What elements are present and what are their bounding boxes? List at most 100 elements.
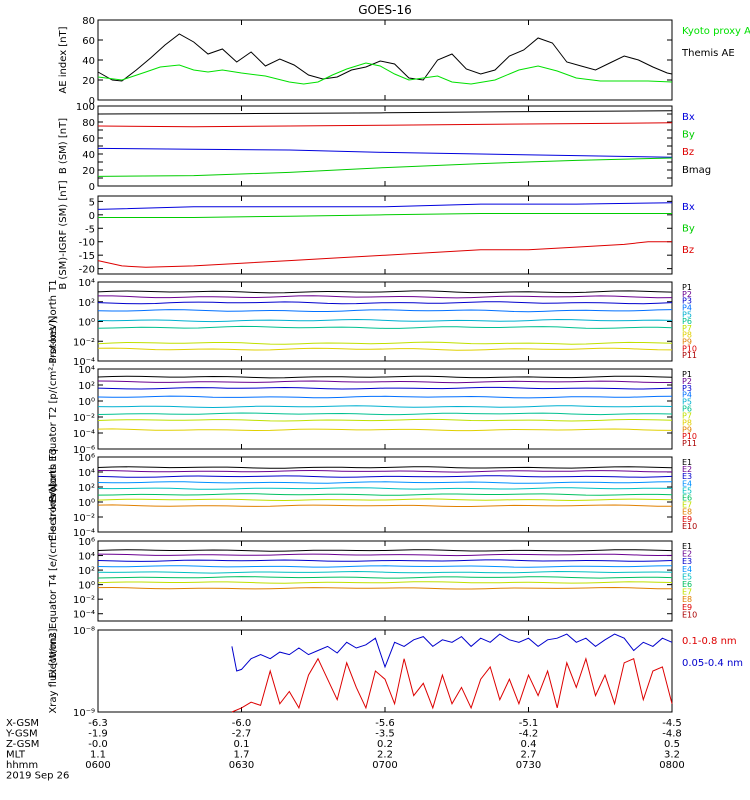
legend-entry: P11 bbox=[682, 439, 697, 448]
y-tick-label: 10² bbox=[78, 566, 95, 577]
panel-ae: 0 20 40 60 80 AE index [nT] Kyoto proxy AE Them… bbox=[58, 16, 750, 107]
series-line-kyoto-proxy-ae bbox=[97, 62, 673, 85]
panel-prot_t2: 10⁻⁶ 10⁻⁴ 10⁻² 10⁰ 10² 10⁴ Protons Equator T2 … bbox=[48, 316, 697, 503]
panel-frame bbox=[97, 19, 673, 101]
legend-entry: E6 bbox=[682, 580, 692, 589]
panel-elec_t4: 10⁻⁴ 10⁻² 10⁰ 10² 10⁴ 10⁶ Electrons Equator T4… bbox=[48, 483, 697, 678]
series-line-e1 bbox=[97, 466, 673, 469]
legend-entry: Bz bbox=[682, 147, 694, 158]
y-tick-label: -15 bbox=[79, 251, 95, 262]
series-line-0-05-0-4-nm bbox=[231, 633, 673, 672]
legend-entry: E3 bbox=[682, 472, 692, 481]
x-row-value: 0730 bbox=[516, 760, 541, 771]
y-tick-label: -20 bbox=[79, 265, 95, 276]
panel-frame bbox=[97, 540, 673, 622]
y-tick-label: 40 bbox=[82, 56, 95, 67]
series-line-e5 bbox=[97, 487, 673, 490]
x-row-value: 3.2 bbox=[664, 750, 680, 761]
x-row-value: 0700 bbox=[372, 760, 397, 771]
y-tick-label: 40 bbox=[82, 150, 95, 161]
y-tick-label: 0 bbox=[89, 211, 95, 222]
x-row-label: MLT bbox=[6, 750, 26, 761]
x-row-value: -5.1 bbox=[519, 718, 539, 729]
y-axis-label: Electrons North T3 bbox=[48, 448, 59, 541]
x-row-value: 2.7 bbox=[521, 750, 537, 761]
y-tick-label: 60 bbox=[82, 36, 95, 47]
x-row-value: 0.4 bbox=[521, 739, 537, 750]
series-line-p8 bbox=[97, 347, 673, 351]
series-line-p8 bbox=[97, 428, 673, 432]
series-line-bz bbox=[97, 122, 673, 128]
y-tick-label: 10⁻² bbox=[73, 413, 95, 424]
series-line-e5 bbox=[97, 570, 673, 574]
series-line-0-1-0-8-nm bbox=[231, 656, 673, 713]
series-line-e1 bbox=[97, 549, 673, 552]
y-tick-label: 10² bbox=[78, 381, 95, 392]
x-row-value: 0630 bbox=[229, 760, 254, 771]
series-line-by bbox=[97, 157, 673, 177]
legend-entry: P6 bbox=[682, 317, 692, 326]
y-axis-label: B (SM)-IGRF (SM) [nT] bbox=[58, 180, 69, 289]
x-row-value: -6.3 bbox=[88, 718, 108, 729]
legend-entry: P3 bbox=[682, 384, 692, 393]
panels: 0 20 40 60 80 AE index [nT] Kyoto proxy AE Them… bbox=[48, 16, 750, 719]
y-tick-label: 5 bbox=[89, 197, 95, 208]
y-tick-label: 10⁻⁴ bbox=[73, 429, 95, 440]
y-tick-label: 10⁻² bbox=[73, 337, 95, 348]
legend-entry: P10 bbox=[682, 344, 697, 353]
legend-entry: P2 bbox=[682, 377, 692, 386]
legend-entry: P6 bbox=[682, 405, 692, 414]
legend-entry: P9 bbox=[682, 338, 692, 347]
y-axis-label: AE index [nT] bbox=[58, 26, 69, 93]
legend-entry: P8 bbox=[682, 331, 692, 340]
series-line-p7 bbox=[97, 418, 673, 422]
legend-entry: P5 bbox=[682, 310, 692, 319]
legend-entry: P7 bbox=[682, 324, 692, 333]
series-line-p5 bbox=[97, 405, 673, 409]
x-row-value: 0.2 bbox=[377, 739, 393, 750]
series-line-p1 bbox=[97, 290, 673, 294]
date-label: 2019 Sep 26 bbox=[6, 771, 69, 782]
y-axis-label: Xray flux [W/m2] bbox=[48, 628, 59, 713]
y-tick-label: 10⁴ bbox=[78, 468, 95, 479]
x-row-value: 0800 bbox=[659, 760, 684, 771]
legend-entry: E5 bbox=[682, 572, 692, 581]
series-line-e4 bbox=[97, 481, 673, 484]
y-tick-label: 80 bbox=[82, 16, 95, 27]
legend-entry: P5 bbox=[682, 398, 692, 407]
y-tick-label: 10⁶ bbox=[78, 453, 95, 464]
x-row-value: 1.1 bbox=[90, 750, 106, 761]
x-row-value: -0.0 bbox=[88, 739, 108, 750]
y-tick-label: 20 bbox=[82, 166, 95, 177]
y-tick-label: 80 bbox=[82, 118, 95, 129]
legend-entry: E4 bbox=[682, 565, 692, 574]
series-line-e7 bbox=[97, 498, 673, 502]
series-line-p6 bbox=[97, 412, 673, 416]
legend-entry: E2 bbox=[682, 465, 692, 474]
legend-entry: E10 bbox=[682, 610, 697, 619]
y-tick-label: 10⁻⁴ bbox=[73, 528, 95, 539]
panel-b_sm: 0 20 40 60 80 100 B (SM) [nT] Bx By Bz Bmag bbox=[58, 102, 711, 193]
y-tick-label: 10⁴ bbox=[78, 365, 95, 376]
legend-entry: E8 bbox=[682, 508, 692, 517]
series-line-p1 bbox=[97, 375, 673, 379]
y-axis-label: Protons Equator T2 [p/(cm²-s-sr-keV)] bbox=[48, 316, 59, 503]
x-axis-labels: X-GSM -6.3 -6.0 -5.6 -5.1 -4.5 Y-GSM -1.9 -2.7 -3… bbox=[5, 718, 685, 782]
series-line-p3 bbox=[97, 386, 673, 390]
x-row-value: 1.7 bbox=[234, 750, 250, 761]
x-row-value: 0600 bbox=[85, 760, 110, 771]
legend-entry: P1 bbox=[682, 370, 692, 379]
legend-entry: 0.1-0.8 nm bbox=[682, 636, 737, 647]
legend-entry: E9 bbox=[682, 515, 692, 524]
x-row-value: -2.7 bbox=[232, 729, 252, 740]
series-line-e6 bbox=[97, 576, 673, 579]
legend-entry: P11 bbox=[682, 351, 697, 360]
series-line-e8 bbox=[97, 504, 673, 507]
legend-entry: E2 bbox=[682, 550, 692, 559]
y-axis-label: Electrons Equator T4 [e/(cm²-s-sr-keV)] bbox=[48, 483, 59, 678]
series-line-e2 bbox=[97, 553, 673, 557]
x-row-value: 0.1 bbox=[234, 739, 250, 750]
legend-entry: Bx bbox=[682, 112, 695, 123]
x-row-value: -4.8 bbox=[662, 729, 682, 740]
panel-elec_t3: 10⁻⁴ 10⁻² 10⁰ 10² 10⁴ 10⁶ Electrons North T3 E1… bbox=[48, 448, 697, 541]
